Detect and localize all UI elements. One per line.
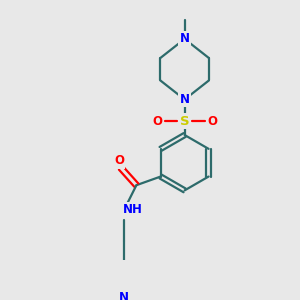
Text: N: N	[180, 93, 190, 106]
Text: O: O	[114, 154, 124, 167]
Text: O: O	[207, 115, 217, 128]
Text: N: N	[180, 32, 190, 45]
Text: S: S	[180, 115, 189, 128]
Text: O: O	[152, 115, 162, 128]
Text: N: N	[119, 291, 129, 300]
Text: NH: NH	[123, 203, 143, 216]
